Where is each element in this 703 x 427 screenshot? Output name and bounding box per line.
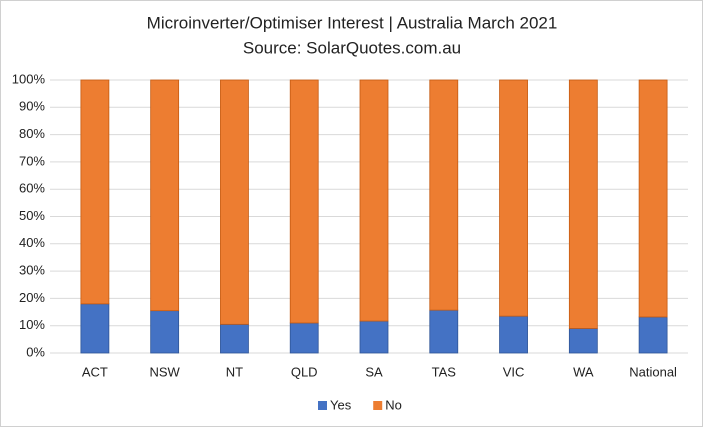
bar-segment — [220, 79, 249, 325]
bar-segment — [150, 310, 180, 354]
bar-segment — [429, 309, 459, 354]
x-tick-label: VIC — [503, 364, 525, 379]
y-tick-label: 70% — [19, 153, 45, 168]
y-tick-label: 60% — [19, 181, 45, 196]
legend-swatch — [373, 401, 383, 410]
y-tick-label: 90% — [19, 99, 45, 114]
bar-segment — [638, 79, 668, 318]
bar-segment — [289, 322, 319, 354]
x-tick-label: TAS — [432, 364, 457, 379]
chart-subtitle: Source: SolarQuotes.com.au — [243, 38, 461, 57]
legend-swatch — [318, 401, 327, 410]
y-tick-label: 40% — [19, 235, 45, 250]
bar-segment — [150, 79, 180, 312]
y-tick-label: 20% — [19, 290, 45, 305]
bar-segment — [499, 79, 528, 317]
y-tick-label: 100% — [12, 71, 46, 86]
x-tick-label: NSW — [149, 364, 180, 379]
bar-segment — [568, 79, 598, 329]
y-tick-label: 80% — [19, 126, 45, 141]
legend-label: No — [385, 397, 402, 412]
bar-segment — [429, 79, 459, 311]
x-tick-label: ACT — [82, 364, 108, 379]
y-tick-label: 30% — [19, 263, 45, 278]
bar-segment — [359, 79, 389, 322]
y-tick-label: 10% — [19, 317, 45, 332]
x-tick-label: SA — [365, 364, 383, 379]
bar-segment — [568, 328, 598, 354]
x-tick-label: National — [629, 364, 677, 379]
bar-segment — [499, 315, 528, 354]
bar-segment — [220, 323, 249, 354]
bar-segment — [80, 303, 110, 354]
chart-title: Microinverter/Optimiser Interest | Austr… — [147, 13, 558, 32]
y-tick-label: 0% — [26, 344, 45, 359]
x-tick-label: NT — [226, 364, 243, 379]
bar-segment — [80, 79, 110, 305]
legend-label: Yes — [330, 397, 352, 412]
bar-segment — [359, 320, 389, 354]
x-tick-label: WA — [573, 364, 594, 379]
bar-segment — [289, 79, 319, 324]
bar-segment — [638, 316, 668, 354]
y-tick-label: 50% — [19, 208, 45, 223]
x-tick-label: QLD — [291, 364, 318, 379]
